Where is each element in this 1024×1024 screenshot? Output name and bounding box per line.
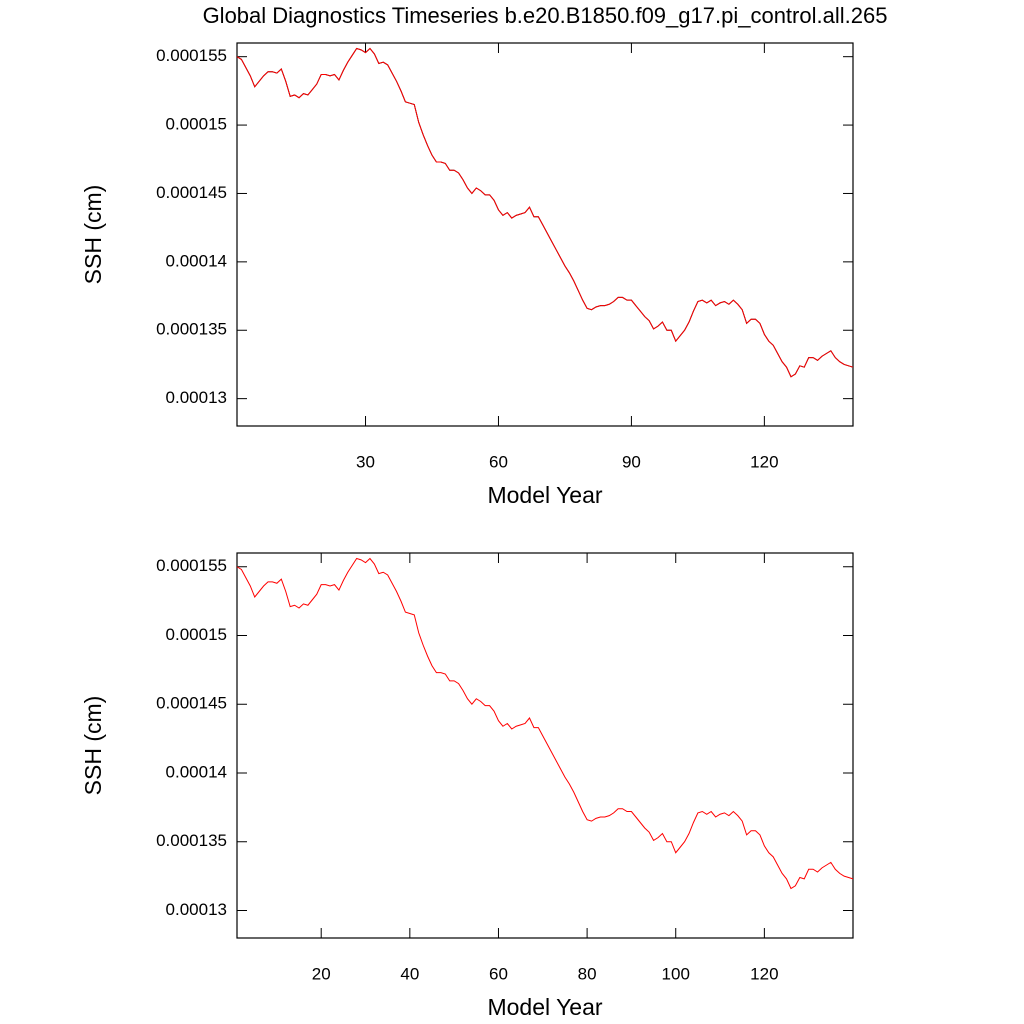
y-tick-label: 0.000145	[156, 183, 227, 202]
y-tick-label: 0.00015	[166, 115, 227, 134]
chart-title: Global Diagnostics Timeseries b.e20.B185…	[203, 3, 888, 28]
plot-frame	[236, 552, 854, 939]
y-tick-label: 0.00014	[166, 762, 227, 781]
y-tick-label: 0.000155	[156, 556, 227, 575]
x-tick-label: 60	[489, 964, 508, 983]
x-tick-label: 30	[356, 452, 375, 471]
data-line	[236, 47, 854, 378]
x-tick-label: 80	[578, 964, 597, 983]
y-tick-label: 0.000135	[156, 831, 227, 850]
y-tick-label: 0.000155	[156, 46, 227, 65]
x-axis-label: Model Year	[487, 994, 602, 1020]
x-tick-label: 90	[622, 452, 641, 471]
y-tick-label: 0.00013	[166, 900, 227, 919]
x-tick-label: 120	[750, 452, 778, 471]
x-tick-label: 100	[662, 964, 690, 983]
x-tick-label: 40	[400, 964, 419, 983]
y-tick-label: 0.000145	[156, 694, 227, 713]
x-axis-label: Model Year	[487, 482, 602, 508]
y-tick-label: 0.00015	[166, 625, 227, 644]
y-tick-label: 0.00013	[166, 388, 227, 407]
y-tick-label: 0.00014	[166, 251, 227, 270]
data-line	[236, 557, 854, 890]
plot-frame	[236, 42, 854, 427]
y-axis-label: SSH (cm)	[80, 185, 106, 285]
y-tick-label: 0.000135	[156, 320, 227, 339]
x-tick-label: 60	[489, 452, 508, 471]
x-tick-label: 120	[750, 964, 778, 983]
x-tick-label: 20	[312, 964, 331, 983]
y-axis-label: SSH (cm)	[80, 696, 106, 796]
